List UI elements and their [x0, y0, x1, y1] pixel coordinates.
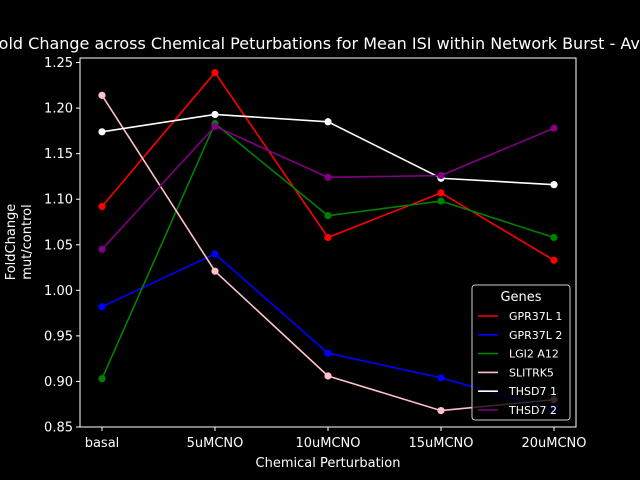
- data-point: [324, 372, 332, 380]
- series-thsd7-2: [98, 122, 558, 253]
- legend-label: GPR37L 1: [509, 310, 562, 323]
- legend-label: GPR37L 2: [509, 329, 562, 342]
- y-tick-label: 0.95: [44, 329, 73, 344]
- y-tick-label: 1.05: [44, 238, 73, 253]
- data-point: [211, 110, 219, 119]
- legend: Genes GPR37L 1 GPR37L 2 LGI2 A12 SLITRK5 THS…: [471, 284, 571, 421]
- legend-entry: THSD7 2: [478, 404, 557, 417]
- x-axis: basal 5uMCNO 10uMCNO 15uMCNO 20uMCNO: [85, 427, 587, 451]
- data-point: [98, 91, 106, 99]
- x-tick-label: 10uMCNO: [295, 436, 360, 451]
- data-point: [550, 233, 558, 242]
- series-gpr37l-1: [98, 68, 558, 264]
- y-axis-label: FoldChange mut/control: [4, 204, 35, 281]
- x-tick-label: 20uMCNO: [521, 436, 586, 451]
- legend-entry: LGI2 A12: [478, 348, 559, 361]
- legend-label: LGI2 A12: [509, 348, 559, 361]
- data-point: [211, 267, 219, 275]
- y-tick-label: 1.25: [44, 56, 73, 71]
- data-point: [550, 181, 558, 189]
- y-tick-label: 1.20: [44, 102, 73, 117]
- data-point: [211, 122, 219, 130]
- data-point: [324, 349, 332, 357]
- x-tick-label: 5uMCNO: [187, 436, 244, 451]
- x-tick-label: basal: [85, 436, 120, 451]
- y-axis: 0.85 0.90 0.95 1.00 1.05 1.10 1.15 1.20 1.25: [44, 56, 80, 436]
- data-point: [437, 407, 445, 415]
- y-axis-label-line-2: mut/control: [20, 204, 35, 279]
- data-point: [437, 197, 445, 205]
- legend-label: THSD7 2: [508, 404, 557, 417]
- data-point: [437, 189, 445, 197]
- data-point: [324, 233, 332, 242]
- data-point: [437, 374, 445, 382]
- chart-title: Fold Change across Chemical Peturbations…: [0, 34, 640, 53]
- data-point: [98, 202, 106, 211]
- data-point: [211, 250, 219, 258]
- data-point: [324, 212, 332, 220]
- y-tick-label: 1.10: [44, 193, 73, 208]
- legend-entry: GPR37L 1: [478, 310, 562, 323]
- y-tick-label: 1.15: [44, 147, 73, 162]
- legend-box: [471, 284, 571, 421]
- x-tick-label: 15uMCNO: [408, 436, 473, 451]
- legend-entry: THSD7 1: [478, 385, 557, 398]
- x-axis-label: Chemical Perturbation: [256, 456, 401, 471]
- y-tick-label: 0.90: [44, 375, 73, 390]
- data-point: [98, 245, 106, 253]
- data-point: [98, 303, 106, 311]
- data-point: [324, 173, 332, 181]
- y-axis-label-line-1: FoldChange: [4, 204, 19, 281]
- data-point: [550, 256, 558, 264]
- legend-label: THSD7 1: [508, 385, 557, 398]
- legend-label: SLITRK5: [509, 366, 554, 379]
- legend-title: Genes: [500, 290, 541, 305]
- data-point: [98, 128, 106, 136]
- series-thsd7-1: [98, 110, 558, 189]
- data-point: [550, 124, 558, 132]
- y-tick-label: 1.00: [44, 284, 73, 299]
- y-tick-label: 0.85: [44, 421, 73, 436]
- data-point: [211, 68, 219, 77]
- series-layer: [98, 68, 558, 415]
- data-point: [98, 375, 106, 383]
- legend-entry: SLITRK5: [478, 366, 554, 379]
- data-point: [324, 118, 332, 126]
- data-point: [437, 171, 445, 180]
- legend-entry: GPR37L 2: [478, 329, 562, 342]
